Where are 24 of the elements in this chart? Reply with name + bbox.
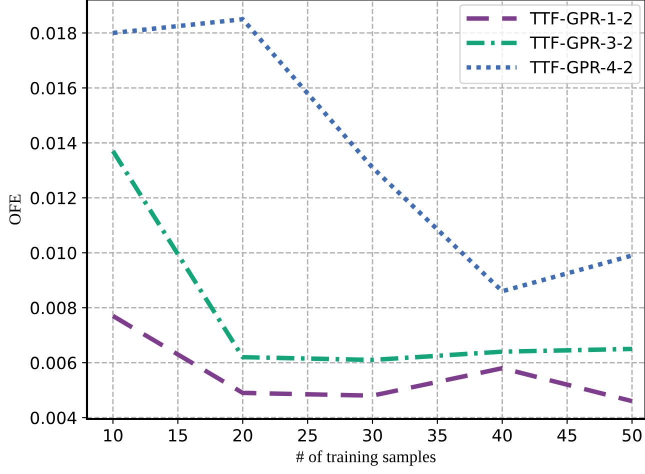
legend-label: TTF-GPR-1-2	[530, 12, 632, 25]
x-tick-label: 40	[492, 429, 512, 442]
y-tick-label: 0.008	[30, 302, 76, 314]
legend-label: TTF-GPR-3-2	[530, 36, 632, 50]
x-tick-label: 20	[233, 429, 252, 442]
legend-label: TTF-GPR-4-2	[530, 60, 632, 74]
y-tick-label: 0.016	[30, 82, 76, 94]
x-tick-label: 45	[557, 429, 576, 442]
x-tick-label: 50	[622, 429, 642, 442]
y-axis-title: OFE	[9, 194, 21, 225]
y-tick-label: 0.014	[30, 136, 76, 150]
y-tick-label: 0.006	[30, 356, 76, 370]
x-tick-label: 10	[104, 429, 122, 442]
y-tick-label: 0.018	[30, 26, 76, 40]
line-series	[110, 148, 634, 362]
x-tick-label: 35	[428, 429, 447, 442]
x-tick-label: 30	[363, 429, 382, 442]
x-tick-label: 25	[298, 429, 317, 442]
line-series	[110, 314, 634, 404]
x-tick-label: 15	[169, 429, 187, 442]
y-tick-label: 0.010	[30, 246, 76, 260]
y-tick-label: 0.004	[30, 412, 76, 424]
y-tick-label: 0.012	[30, 192, 76, 204]
x-axis-title: # of training samples	[296, 450, 436, 466]
